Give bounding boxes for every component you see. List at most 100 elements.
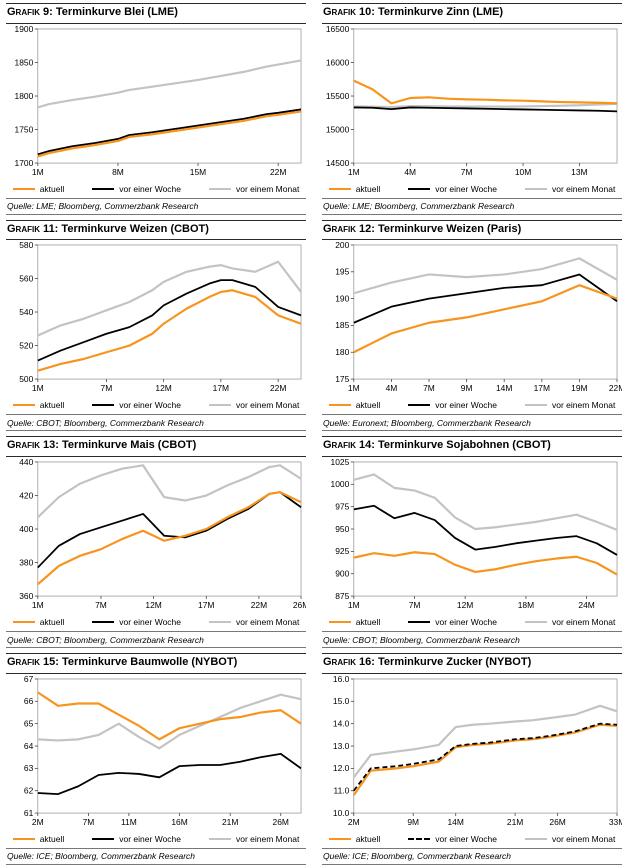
legend-item-woche: vor einer Woche <box>92 400 181 410</box>
svg-text:1M: 1M <box>32 167 44 177</box>
chart-title: Grafik 14: Terminkurve Sojabohnen (CBOT) <box>322 436 622 458</box>
svg-text:62: 62 <box>24 785 34 795</box>
line-chart: 1700 1750 1800 1850 1900 1M 8M 15M 22M <box>6 24 306 183</box>
legend-label: vor einem Monat <box>552 617 616 628</box>
chart-title-text: Terminkurve Weizen (Paris) <box>378 222 522 235</box>
legend-swatch-aktuell <box>328 837 351 840</box>
legend-swatch-woche <box>408 404 431 407</box>
svg-text:175: 175 <box>335 374 349 384</box>
svg-text:1700: 1700 <box>15 158 34 168</box>
svg-text:22M: 22M <box>270 383 286 393</box>
svg-text:540: 540 <box>19 307 33 317</box>
chart-number-label: Grafik 15: <box>7 656 59 669</box>
svg-text:2M: 2M <box>348 817 360 827</box>
svg-text:22M: 22M <box>609 383 622 393</box>
chart-number-label: Grafik 11: <box>7 222 59 235</box>
line-chart: 360 380 400 420 440 1M 7M 12M 17M 22M 26M <box>6 457 306 616</box>
legend-label: vor einer Woche <box>435 617 497 628</box>
chart-legend: aktuell vor einer Woche vor einem Monat <box>322 183 622 197</box>
chart-source: Quelle: Euronext; Bloomberg, Commerzbank… <box>322 414 622 432</box>
svg-text:19M: 19M <box>571 383 587 393</box>
legend-item-woche: vor einer Woche <box>92 184 181 194</box>
svg-text:1M: 1M <box>348 600 360 610</box>
chart-legend: aktuell vor einer Woche vor einem Monat <box>6 399 306 413</box>
legend-label: vor einer Woche <box>119 183 181 194</box>
svg-text:16000: 16000 <box>326 57 350 67</box>
line-chart: 500 520 540 560 580 1M 7M 12M 17M 22M <box>6 240 306 399</box>
svg-text:17M: 17M <box>534 383 550 393</box>
svg-text:11M: 11M <box>121 817 137 827</box>
legend-label: aktuell <box>355 183 381 194</box>
svg-text:875: 875 <box>335 591 349 601</box>
svg-text:14500: 14500 <box>326 158 350 168</box>
legend-label: vor einem Monat <box>236 617 300 628</box>
legend-item-woche: vor einer Woche <box>408 400 497 410</box>
legend-item-monat: vor einem Monat <box>209 834 299 844</box>
legend-label: vor einer Woche <box>119 833 181 844</box>
chart-block-grafik-14: Grafik 14: Terminkurve Sojabohnen (CBOT)… <box>322 436 622 649</box>
svg-text:10M: 10M <box>515 167 531 177</box>
legend-label: vor einer Woche <box>435 833 497 844</box>
svg-text:67: 67 <box>24 674 34 684</box>
svg-text:400: 400 <box>19 524 33 534</box>
svg-text:22M: 22M <box>251 600 267 610</box>
chart-title-text: Terminkurve Zucker (NYBOT) <box>378 656 532 669</box>
svg-text:65: 65 <box>24 718 34 728</box>
svg-text:2M: 2M <box>32 817 44 827</box>
svg-text:14M: 14M <box>496 383 512 393</box>
line-chart: 14500 15000 15500 16000 16500 1M 4M 7M 10M 13M <box>322 24 622 183</box>
chart-title-text: Terminkurve Weizen (CBOT) <box>61 222 209 235</box>
legend-label: aktuell <box>39 400 65 411</box>
chart-title-text: Terminkurve Mais (CBOT) <box>62 439 197 452</box>
svg-text:63: 63 <box>24 763 34 773</box>
svg-text:925: 925 <box>335 546 349 556</box>
chart-title: Grafik 15: Terminkurve Baumwolle (NYBOT) <box>6 653 306 674</box>
svg-text:14.0: 14.0 <box>333 718 350 728</box>
chart-canvas: 500 520 540 560 580 1M 7M 12M 17M 22M <box>19 240 302 393</box>
legend-label: aktuell <box>39 617 65 628</box>
svg-text:7M: 7M <box>101 383 113 393</box>
svg-text:195: 195 <box>335 267 349 277</box>
legend-label: vor einem Monat <box>552 833 616 844</box>
legend-item-monat: vor einem Monat <box>525 617 615 627</box>
chart-title: Grafik 12: Terminkurve Weizen (Paris) <box>322 219 622 241</box>
legend-swatch-woche <box>92 837 115 840</box>
svg-text:12.0: 12.0 <box>333 763 350 773</box>
line-chart: 61 62 63 64 65 66 67 2M 7M 11M 16M 21M 26M <box>6 674 306 833</box>
legend-swatch-aktuell <box>12 620 35 624</box>
svg-text:12M: 12M <box>145 600 161 610</box>
svg-text:1M: 1M <box>348 383 360 393</box>
legend-item-monat: vor einem Monat <box>209 617 299 627</box>
chart-title: Grafik 16: Terminkurve Zucker (NYBOT) <box>322 653 622 674</box>
svg-text:1M: 1M <box>348 167 360 177</box>
svg-text:21M: 21M <box>222 817 238 827</box>
legend-item-aktuell: aktuell <box>12 184 64 194</box>
legend-label: aktuell <box>355 833 381 844</box>
legend-item-aktuell: aktuell <box>12 834 64 844</box>
svg-text:17M: 17M <box>198 600 214 610</box>
svg-text:12M: 12M <box>457 600 473 610</box>
svg-text:900: 900 <box>335 569 349 579</box>
svg-text:975: 975 <box>335 502 349 512</box>
svg-text:420: 420 <box>19 490 33 500</box>
svg-text:185: 185 <box>335 321 349 331</box>
svg-text:560: 560 <box>19 274 33 284</box>
svg-text:15000: 15000 <box>326 124 350 134</box>
svg-text:440: 440 <box>19 457 33 467</box>
svg-text:16.0: 16.0 <box>333 674 350 684</box>
legend-item-monat: vor einem Monat <box>525 834 615 844</box>
chart-legend: aktuell vor einer Woche vor einem Monat <box>6 833 306 847</box>
legend-label: aktuell <box>355 617 381 628</box>
svg-text:1000: 1000 <box>331 479 350 489</box>
chart-block-grafik-12: Grafik 12: Terminkurve Weizen (Paris) 17… <box>322 219 622 432</box>
chart-block-grafik-9: Grafik 9: Terminkurve Blei (LME) 1700 175… <box>6 3 306 215</box>
chart-canvas: 360 380 400 420 440 1M 7M 12M 17M 22M 26M <box>19 457 306 610</box>
legend-swatch-monat <box>525 620 547 624</box>
chart-title: Grafik 10: Terminkurve Zinn (LME) <box>322 3 622 24</box>
legend-item-aktuell: aktuell <box>12 400 65 411</box>
svg-text:500: 500 <box>19 374 33 384</box>
svg-text:1850: 1850 <box>15 57 34 67</box>
svg-text:180: 180 <box>335 347 349 357</box>
legend-swatch-monat <box>525 187 547 190</box>
chart-number-label: Grafik 9: <box>7 6 53 18</box>
